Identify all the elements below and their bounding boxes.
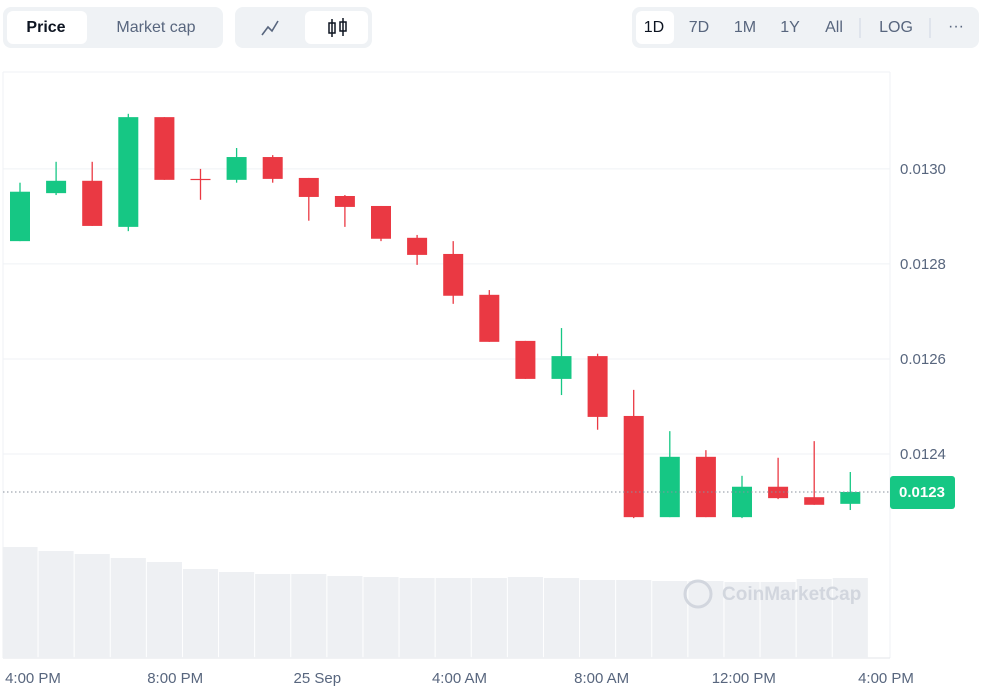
volume-bar [38,551,74,658]
candle-body [334,195,355,207]
candle-body [768,486,789,499]
candle-body [371,205,391,239]
volume-bar [832,578,868,658]
candle-body [623,415,644,518]
range-all[interactable]: All [825,19,843,36]
y-tick-label: 0.0126 [900,351,946,368]
volume-bar [435,578,471,658]
candle-body [443,253,464,296]
volume-bar [110,558,146,658]
volume-bar [74,554,110,658]
y-tick-label: 0.0128 [900,256,946,273]
candle-body [407,237,428,255]
volume-layer [2,547,868,658]
candle-body [118,117,139,227]
current-price-label: 0.0123 [899,484,945,501]
volume-bar [760,582,796,658]
candle-body [262,157,283,179]
x-tick-label: 8:00 AM [574,670,629,687]
volume-bar [652,581,688,658]
volume-bar [146,562,182,658]
candle-body [82,180,103,226]
candle-body [190,178,211,181]
volume-bar [724,582,760,658]
candle-body [804,497,825,505]
volume-bar [2,547,38,658]
volume-bar [688,581,724,658]
watermark-text: CoinMarketCap [722,584,861,605]
candle-body [10,191,30,242]
range-toggle [632,7,979,48]
range-selected[interactable] [636,11,674,44]
range-1m[interactable]: 1M [734,19,756,36]
candle-body [298,177,319,197]
volume-bar [616,580,652,658]
range-1d[interactable]: 1D [644,19,664,36]
price-button[interactable] [7,11,87,44]
candle-body [695,456,716,518]
volume-bar [327,576,363,658]
y-tick-label: 0.0130 [900,161,946,178]
x-tick-label: 8:00 PM [147,670,203,687]
candle-body [46,180,67,194]
candle-body [732,486,752,518]
x-tick-label: 4:00 AM [432,670,487,687]
volume-bar [471,578,507,658]
x-tick-label: 4:00 PM [858,670,914,687]
volume-bar [363,577,399,658]
candle-button[interactable] [305,11,368,44]
log-toggle[interactable]: LOG [879,19,913,36]
volume-bar [182,569,219,658]
candle-body [551,356,572,379]
more-button[interactable]: ··· [948,18,964,35]
range-1y[interactable]: 1Y [780,19,800,36]
watermark: CoinMarketCap [683,579,861,609]
price-label[interactable]: Price [26,19,65,36]
line-icon[interactable] [261,20,279,36]
volume-bar [507,577,543,658]
current-price-badge [890,475,955,509]
y-tick-label: 0.0124 [900,446,946,463]
candle-body [840,491,861,504]
volume-bar [291,574,327,658]
volume-bar [580,580,616,658]
x-tick-label: 25 Sep [294,670,342,687]
volume-bar [399,578,435,658]
range-7d[interactable]: 7D [689,19,709,36]
volume-bar [543,578,580,658]
volume-bar [255,574,291,658]
candle-body [154,117,175,180]
candle-icon[interactable] [328,18,347,37]
x-tick-label: 4:00 PM [5,670,61,687]
candle-body [587,356,608,417]
volume-bar [219,572,255,658]
candle-body [659,456,680,518]
x-tick-label: 12:00 PM [712,670,776,687]
candle-body [515,340,536,379]
market-cap-label[interactable]: Market cap [116,19,195,36]
candle-body [226,157,247,180]
candle-body [479,294,500,342]
volume-bar [796,579,832,658]
